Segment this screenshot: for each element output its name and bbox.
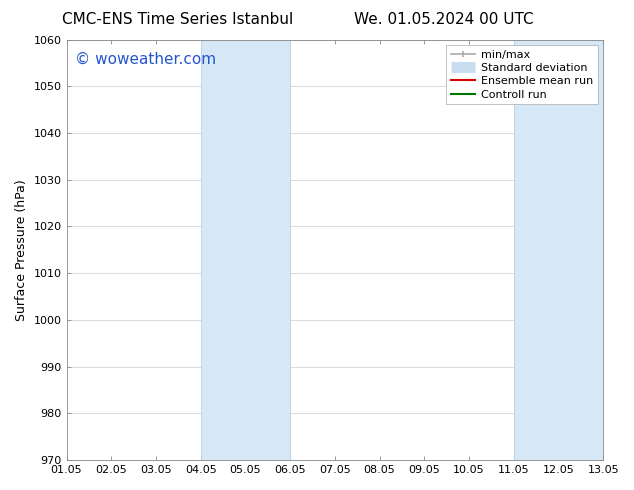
Text: CMC-ENS Time Series Istanbul: CMC-ENS Time Series Istanbul	[62, 12, 293, 27]
Y-axis label: Surface Pressure (hPa): Surface Pressure (hPa)	[15, 179, 28, 321]
Text: © woweather.com: © woweather.com	[75, 52, 216, 67]
Legend: min/max, Standard deviation, Ensemble mean run, Controll run: min/max, Standard deviation, Ensemble me…	[446, 45, 598, 104]
Text: We. 01.05.2024 00 UTC: We. 01.05.2024 00 UTC	[354, 12, 534, 27]
Bar	[201, 40, 290, 460]
Bar	[514, 40, 603, 460]
